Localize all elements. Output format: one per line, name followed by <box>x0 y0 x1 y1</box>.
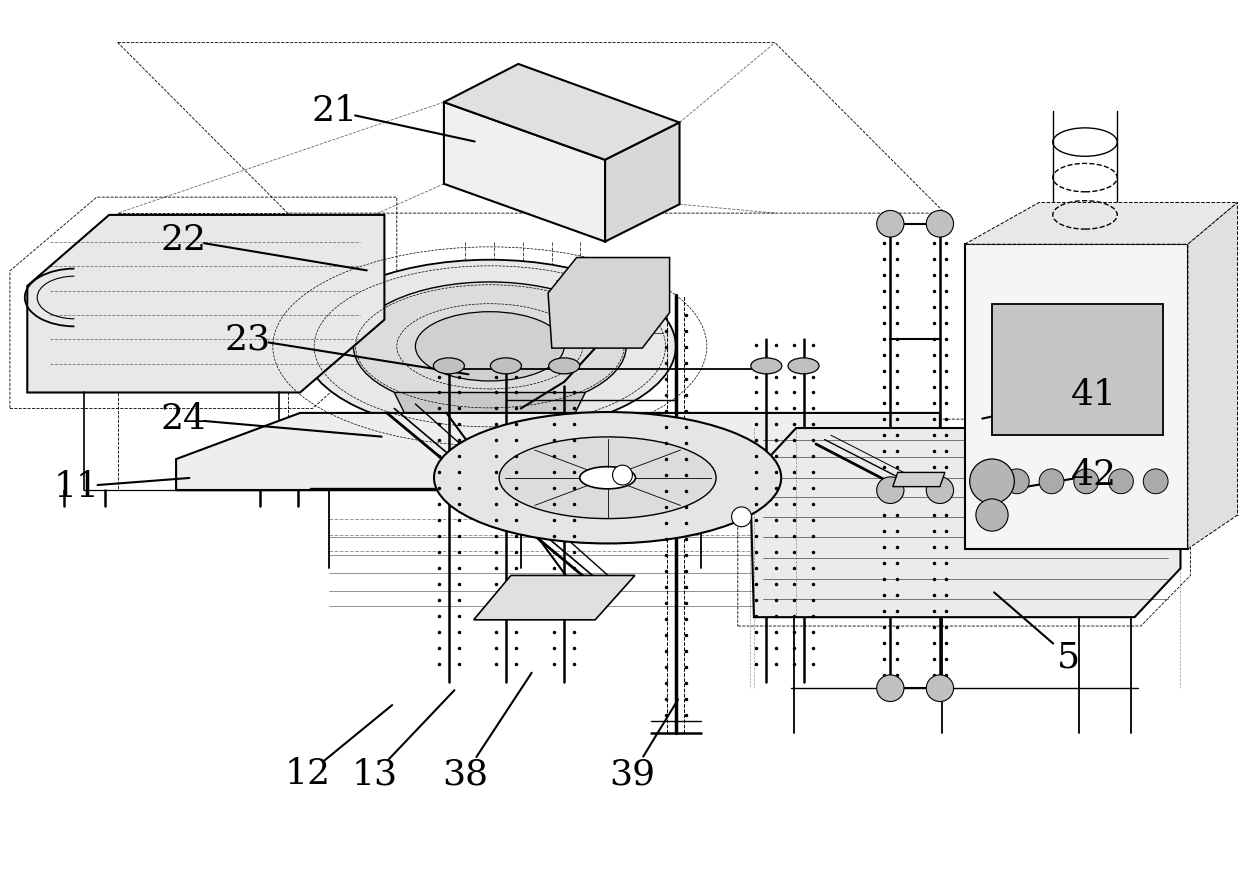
Ellipse shape <box>304 259 676 433</box>
Text: 5: 5 <box>1058 640 1080 674</box>
Polygon shape <box>965 244 1188 549</box>
Text: 12: 12 <box>284 757 331 791</box>
Ellipse shape <box>434 358 465 374</box>
Text: 21: 21 <box>311 94 358 128</box>
Ellipse shape <box>877 675 904 702</box>
Circle shape <box>1074 469 1099 494</box>
Ellipse shape <box>498 437 717 519</box>
Circle shape <box>1109 469 1133 494</box>
Ellipse shape <box>415 312 564 381</box>
Text: 39: 39 <box>609 757 656 791</box>
Ellipse shape <box>926 210 954 237</box>
Ellipse shape <box>353 282 626 410</box>
Polygon shape <box>605 123 680 242</box>
Polygon shape <box>394 392 585 435</box>
Polygon shape <box>474 575 635 620</box>
Text: 24: 24 <box>160 402 207 436</box>
Polygon shape <box>1188 202 1238 549</box>
Text: 23: 23 <box>224 322 272 356</box>
Polygon shape <box>548 258 670 348</box>
Ellipse shape <box>490 358 522 374</box>
Text: 22: 22 <box>160 223 207 257</box>
Circle shape <box>732 507 751 527</box>
Ellipse shape <box>750 358 781 374</box>
Ellipse shape <box>789 358 818 374</box>
Ellipse shape <box>580 466 635 488</box>
Ellipse shape <box>877 477 904 503</box>
Ellipse shape <box>926 477 954 503</box>
Polygon shape <box>444 64 680 160</box>
Text: 41: 41 <box>1070 378 1117 412</box>
Polygon shape <box>176 413 940 490</box>
Text: 38: 38 <box>441 757 489 791</box>
Circle shape <box>976 499 1008 531</box>
Polygon shape <box>27 215 384 392</box>
Text: 42: 42 <box>1070 458 1117 492</box>
Ellipse shape <box>877 210 904 237</box>
Ellipse shape <box>549 358 580 374</box>
Text: 13: 13 <box>351 757 398 791</box>
Ellipse shape <box>926 675 954 702</box>
Polygon shape <box>750 428 1180 617</box>
Circle shape <box>1039 469 1064 494</box>
Polygon shape <box>893 472 945 487</box>
Text: 11: 11 <box>53 470 100 503</box>
Circle shape <box>1004 469 1029 494</box>
Circle shape <box>1143 469 1168 494</box>
Polygon shape <box>965 202 1238 244</box>
Ellipse shape <box>434 412 781 543</box>
Circle shape <box>970 459 1014 503</box>
Polygon shape <box>992 304 1163 435</box>
Circle shape <box>613 465 632 485</box>
Polygon shape <box>444 102 605 242</box>
